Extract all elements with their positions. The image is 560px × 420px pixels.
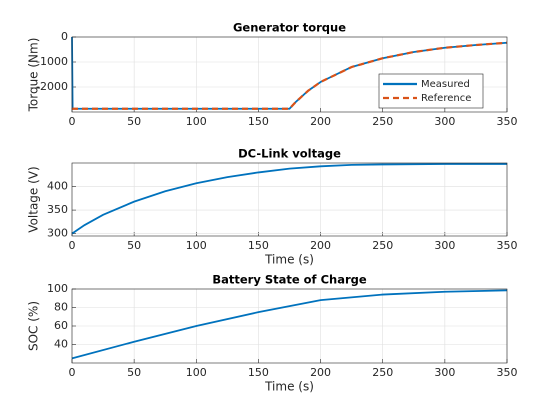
chart-title: Generator torque [233, 21, 346, 35]
y-tick-label: -2000 [36, 80, 68, 93]
y-axis-label: Torque (Nm) [27, 38, 41, 113]
x-tick-label: 0 [69, 366, 76, 379]
x-tick-label: 350 [497, 239, 518, 252]
legend: Measured Reference [378, 73, 484, 109]
legend-box [378, 73, 484, 109]
y-axis-label: Voltage (V) [27, 166, 41, 232]
y-axis-label: SOC (%) [27, 301, 41, 351]
chart-title: Battery State of Charge [212, 273, 367, 287]
axes-box [71, 162, 508, 237]
x-tick-label: 100 [186, 366, 207, 379]
x-tick-label: 100 [186, 115, 207, 128]
x-tick-label: 250 [372, 115, 393, 128]
x-tick-label: 150 [248, 366, 269, 379]
x-tick-label: 300 [434, 239, 455, 252]
x-tick-label: 100 [186, 239, 207, 252]
axes-box [71, 288, 508, 364]
x-tick-label: 200 [310, 366, 331, 379]
x-tick-label: 0 [69, 115, 76, 128]
x-tick-label: 50 [127, 239, 141, 252]
y-tick-label: 350 [47, 203, 68, 216]
x-tick-label: 50 [127, 115, 141, 128]
chart-title: DC-Link voltage [238, 147, 341, 161]
x-tick-label: 250 [372, 366, 393, 379]
y-tick-label: 100 [47, 282, 68, 295]
y-tick-label: 40 [54, 338, 68, 351]
y-tick-label: 400 [47, 180, 68, 193]
x-tick-label: 200 [310, 115, 331, 128]
legend-label: Reference [421, 93, 471, 104]
plot-area [72, 163, 507, 236]
x-tick-label: 300 [434, 115, 455, 128]
x-tick-label: 350 [497, 115, 518, 128]
y-tick-label: 60 [54, 319, 68, 332]
data-line [71, 289, 508, 360]
x-tick-label: 350 [497, 366, 518, 379]
y-tick-label: -1000 [36, 55, 68, 68]
legend-label: Measured [421, 79, 470, 90]
x-tick-label: 250 [372, 239, 393, 252]
data-line [71, 163, 507, 235]
x-tick-label: 150 [248, 239, 269, 252]
y-tick-label: 80 [54, 301, 68, 314]
x-tick-label: 50 [127, 366, 141, 379]
data-line [72, 41, 508, 110]
x-axis-label: Time (s) [264, 380, 314, 394]
x-tick-label: 200 [310, 239, 331, 252]
y-tick-label: 300 [47, 227, 68, 240]
x-tick-label: 0 [69, 239, 76, 252]
x-tick-label: 150 [248, 115, 269, 128]
axes-box [71, 36, 508, 113]
y-tick-label: 0 [61, 30, 68, 43]
x-axis-label: Time (s) [264, 253, 314, 267]
x-tick-label: 300 [434, 366, 455, 379]
